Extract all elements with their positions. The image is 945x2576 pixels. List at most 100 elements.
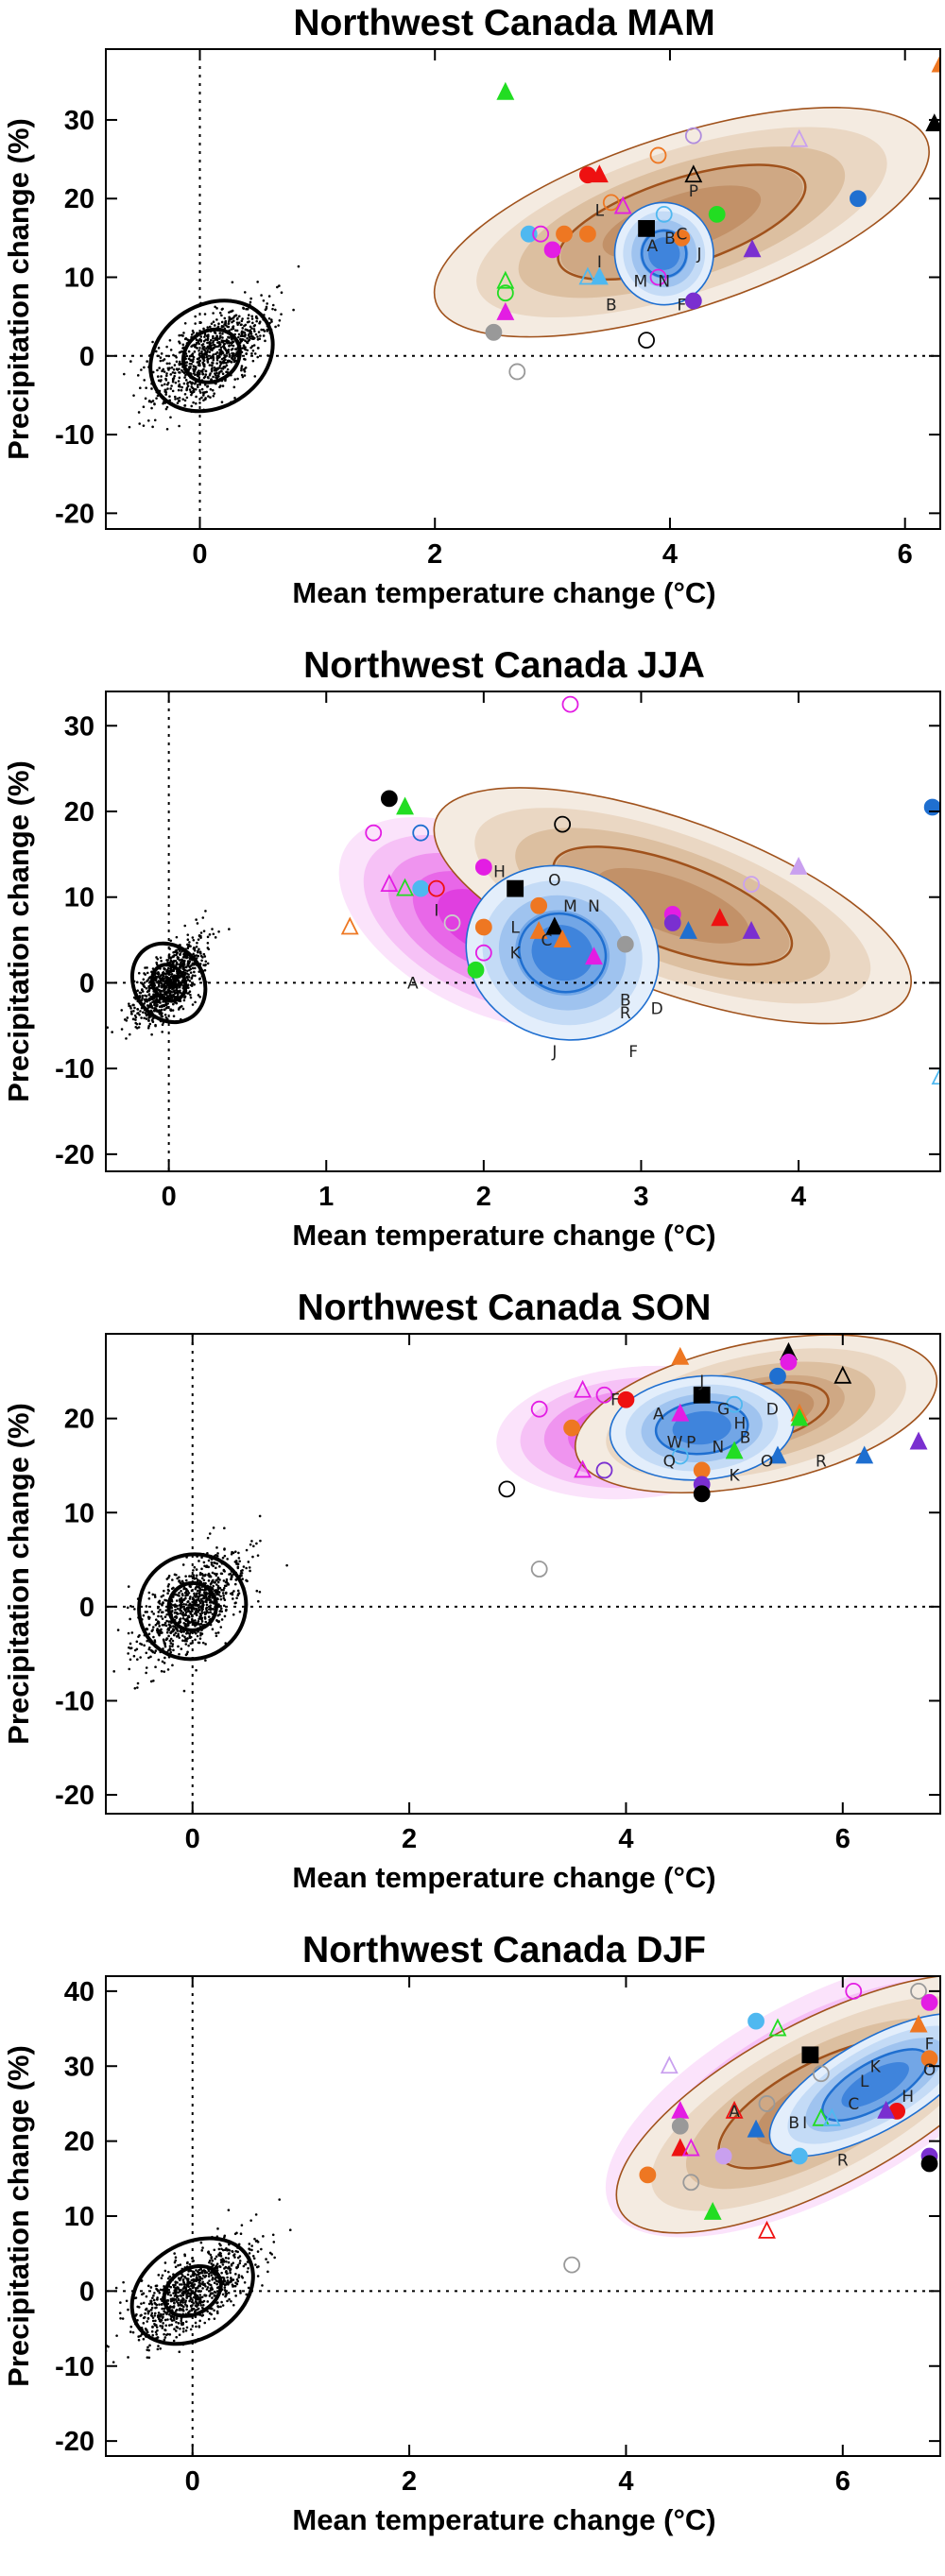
noise-dot [232, 327, 235, 331]
noise-dot [193, 2310, 197, 2313]
noise-dot [146, 2330, 149, 2334]
noise-dot [183, 376, 186, 379]
noise-dot [201, 2300, 204, 2304]
noise-dot [214, 2257, 216, 2260]
noise-dot [132, 1009, 135, 1013]
noise-dot [206, 361, 210, 364]
noise-dot [155, 2306, 158, 2310]
noise-dot [219, 1595, 222, 1598]
model-letter: J [698, 1373, 704, 1391]
noise-dot [153, 402, 156, 406]
noise-dot [206, 1536, 210, 1540]
noise-dot [171, 1663, 174, 1667]
x-tick-label: 2 [427, 539, 442, 570]
noise-dot [211, 2292, 215, 2295]
noise-dot [173, 2315, 176, 2319]
chart-title: Northwest Canada SON [298, 1288, 712, 1328]
noise-dot [184, 1603, 188, 1606]
noise-dot [235, 321, 239, 324]
noise-dot [192, 2307, 196, 2311]
model-marker-circle [671, 2117, 689, 2135]
model-letter: N [658, 273, 670, 292]
noise-dot [176, 2295, 179, 2299]
noise-dot [160, 985, 163, 989]
noise-dot [196, 922, 199, 925]
noise-dot [201, 2280, 204, 2284]
noise-dot [138, 1013, 141, 1016]
noise-dot [177, 991, 180, 994]
noise-dot [192, 938, 196, 942]
model-marker-circle [530, 1400, 548, 1418]
noise-dot [157, 1614, 160, 1618]
noise-dot [170, 1609, 174, 1612]
noise-dot [179, 975, 181, 979]
noise-dot [227, 350, 231, 354]
noise-dot [203, 1611, 206, 1614]
noise-dot [132, 1654, 136, 1658]
noise-dot [220, 320, 224, 324]
noise-dot [236, 2256, 240, 2260]
noise-dot [178, 1636, 180, 1639]
noise-dot [158, 1005, 162, 1009]
noise-dot [177, 1008, 180, 1011]
model-marker-circle [850, 190, 867, 208]
noise-dot [166, 2332, 169, 2336]
noise-dot [180, 2283, 183, 2286]
noise-dot [212, 339, 215, 343]
model-marker-triangle [340, 916, 359, 935]
noise-dot [254, 2213, 258, 2216]
noise-dot [153, 2292, 156, 2295]
noise-dot [266, 302, 268, 305]
noise-dot [163, 992, 166, 996]
noise-dot [227, 319, 231, 323]
noise-dot [148, 1646, 151, 1649]
noise-dot [214, 2294, 216, 2297]
noise-dot [232, 1551, 235, 1555]
noise-dot [150, 2329, 154, 2333]
model-marker-circle [791, 2147, 808, 2165]
noise-dot [210, 322, 214, 325]
noise-dot [198, 977, 201, 981]
noise-dot [163, 1623, 166, 1627]
noise-dot [202, 327, 205, 331]
noise-dot [179, 1600, 181, 1603]
noise-dot [211, 367, 214, 369]
noise-dot [248, 1566, 251, 1569]
noise-dot [219, 369, 223, 373]
noise-dot [165, 374, 168, 378]
noise-dot [151, 425, 154, 429]
noise-dot [136, 989, 139, 993]
model-marker-circle [714, 2147, 732, 2165]
noise-dot [266, 2260, 269, 2264]
model-letter: D [766, 1401, 779, 1420]
noise-dot [187, 1644, 190, 1647]
noise-dot [205, 2288, 209, 2291]
noise-dot [112, 2361, 115, 2363]
noise-dot [193, 966, 197, 970]
noise-dot [163, 2285, 165, 2288]
noise-dot [192, 947, 196, 950]
noise-dot [223, 2234, 227, 2238]
noise-dot [146, 418, 150, 422]
model-marker-circle [412, 879, 430, 897]
noise-dot [153, 2324, 157, 2327]
noise-dot [151, 340, 154, 344]
noise-dot [159, 2346, 162, 2350]
noise-dot [175, 951, 179, 955]
model-letter: K [730, 1466, 741, 1485]
noise-dot [208, 373, 212, 377]
noise-dot [248, 335, 251, 338]
noise-dot [240, 2224, 244, 2226]
noise-dot [175, 2317, 179, 2320]
noise-dot [227, 2209, 231, 2211]
noise-dot [183, 1635, 186, 1639]
noise-dot [223, 361, 227, 365]
noise-dot [165, 991, 169, 994]
noise-dot [194, 1631, 198, 1635]
noise-dot [172, 2339, 176, 2343]
noise-dot [175, 2291, 178, 2295]
noise-dot [146, 2346, 149, 2349]
noise-dot [208, 933, 212, 936]
noise-dot [199, 369, 202, 373]
noise-dot [216, 1613, 220, 1617]
